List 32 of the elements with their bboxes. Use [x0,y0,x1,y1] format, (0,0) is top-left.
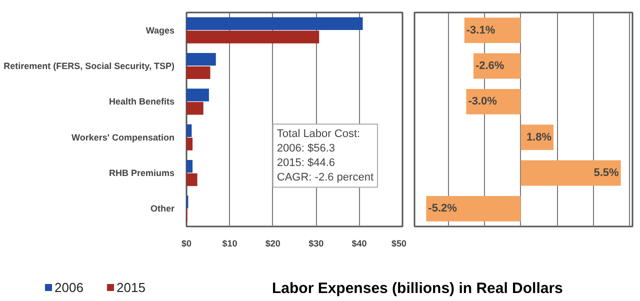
bar [186,138,193,150]
data-label: 5.5% [594,167,620,179]
y-tick-label: Wages [146,25,175,36]
x-tick-label: $10 [222,238,238,248]
legend-label: 2006 [54,280,84,295]
x-tick-label: $50 [391,238,407,248]
bar [186,30,320,44]
y-tick-label: Other [150,204,175,214]
y-tick-label: Retirement (FERS, Social Security, TSP) [4,61,175,71]
text: Labor Expenses (billions) in Real Dollars [272,279,563,299]
data-label: -5.2% [428,202,458,215]
data-label: -2.6% [475,60,504,72]
y-tick-label: Health Benefits [108,96,174,107]
bar [186,124,192,137]
legend-label: 2015 [116,280,146,295]
x-tick-label: $0 [181,238,192,248]
annotation: Total Labor Cost: 2006: $56.3 2015: $44.6 CAGR: -2.6 percent [276,128,374,184]
data-label: -3.0% [468,96,498,108]
x-tick-label: $30 [308,238,324,248]
x-tick-label: $40 [352,238,367,248]
bar [186,102,204,115]
x-tick-label: $20 [265,238,280,248]
bar [186,173,198,186]
y-tick-label: Workers' Compensation [72,132,175,142]
data-label: -3.1% [466,24,496,36]
bar [186,66,210,80]
bar [186,160,193,173]
data-label: 1.8% [526,131,552,144]
bar [186,52,216,66]
y-tick-label: RHB Premiums [108,168,175,178]
bar [186,17,363,30]
bar [186,88,209,102]
